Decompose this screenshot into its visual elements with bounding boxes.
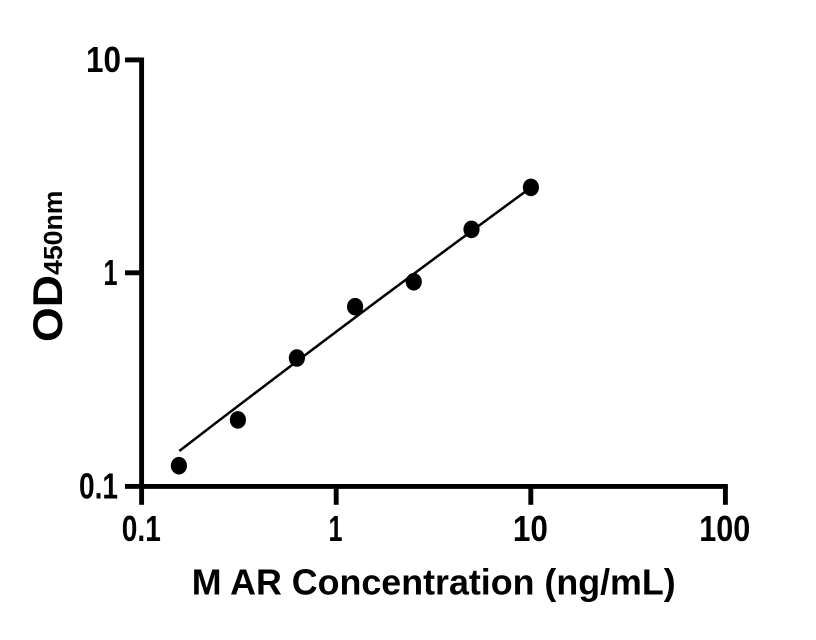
svg-text:0.1: 0.1 [122, 508, 161, 549]
svg-text:10: 10 [513, 508, 548, 549]
svg-text:OD450nm: OD450nm [24, 191, 71, 343]
svg-text:1: 1 [104, 252, 118, 293]
svg-text:1: 1 [329, 508, 343, 549]
svg-text:0.1: 0.1 [79, 466, 118, 507]
svg-text:M AR Concentration (ng/mL): M AR Concentration (ng/mL) [192, 562, 676, 603]
svg-text:100: 100 [699, 508, 750, 549]
svg-text:10: 10 [86, 39, 121, 80]
